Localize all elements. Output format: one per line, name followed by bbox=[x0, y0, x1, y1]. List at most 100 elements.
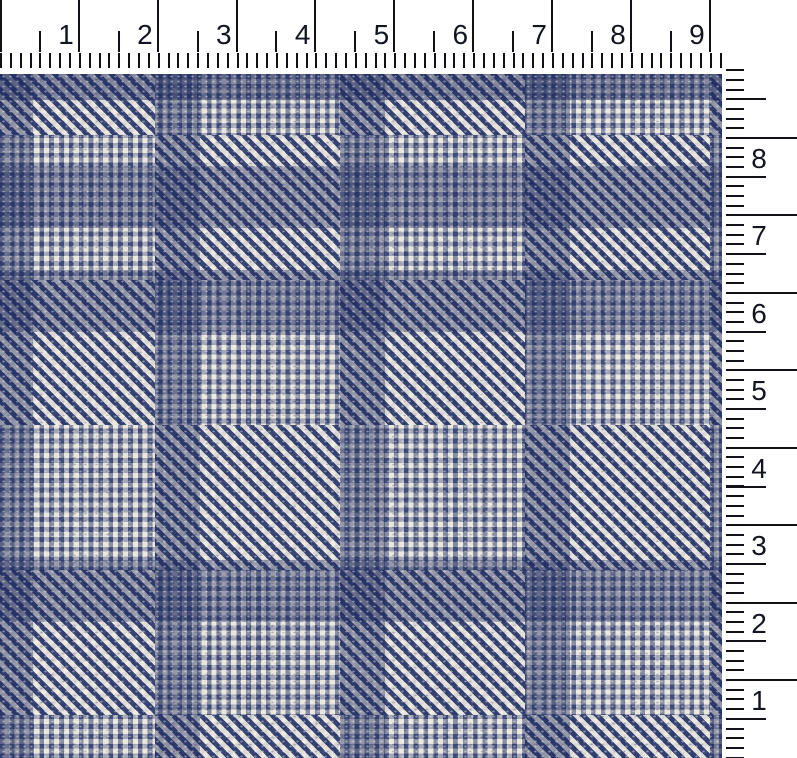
eighth-inch-tick bbox=[726, 659, 744, 662]
ruler-number: 2 bbox=[137, 19, 153, 50]
eighth-inch-tick bbox=[197, 53, 200, 68]
eighth-inch-tick bbox=[726, 543, 744, 546]
eighth-inch-tick bbox=[726, 175, 744, 178]
eighth-inch-tick bbox=[726, 388, 744, 391]
eighth-inch-tick bbox=[611, 53, 614, 68]
eighth-inch-tick bbox=[726, 166, 744, 168]
inch-tick bbox=[726, 446, 797, 449]
half-inch-tick bbox=[38, 31, 41, 52]
ruler-number: 5 bbox=[373, 19, 390, 50]
ruler-number: 4 bbox=[294, 19, 311, 50]
eighth-inch-tick bbox=[512, 53, 515, 68]
ruler-number: 6 bbox=[452, 19, 469, 50]
eighth-inch-tick bbox=[413, 53, 416, 68]
inch-tick bbox=[156, 0, 159, 52]
eighth-inch-tick bbox=[453, 53, 456, 68]
ruler-number: 2 bbox=[751, 607, 767, 639]
eighth-inch-tick bbox=[364, 53, 367, 68]
eighth-inch-tick bbox=[726, 224, 744, 227]
inch-tick bbox=[726, 524, 797, 527]
eighth-inch-tick bbox=[0, 53, 2, 68]
half-inch-tick bbox=[275, 31, 278, 52]
half-inch-tick bbox=[726, 98, 766, 101]
eighth-inch-tick bbox=[384, 53, 387, 68]
half-inch-tick bbox=[726, 253, 766, 256]
half-inch-tick bbox=[590, 31, 593, 52]
eighth-inch-tick bbox=[394, 53, 397, 68]
eighth-inch-tick bbox=[726, 320, 744, 323]
eighth-inch-tick bbox=[726, 466, 744, 469]
eighth-inch-tick bbox=[630, 53, 633, 68]
eighth-inch-tick bbox=[9, 53, 12, 68]
eighth-inch-tick bbox=[29, 53, 32, 68]
eighth-inch-tick bbox=[601, 53, 604, 68]
eighth-inch-tick bbox=[275, 53, 278, 68]
half-inch-tick bbox=[726, 640, 766, 643]
eighth-inch-tick bbox=[463, 53, 466, 68]
eighth-inch-tick bbox=[726, 349, 744, 352]
inch-tick bbox=[235, 0, 238, 52]
half-inch-tick bbox=[354, 31, 357, 52]
ruler-number: 3 bbox=[215, 19, 232, 50]
inch-tick bbox=[726, 291, 797, 294]
eighth-inch-tick bbox=[726, 301, 744, 304]
eighth-inch-tick bbox=[650, 53, 653, 68]
eighth-inch-tick bbox=[726, 611, 744, 614]
eighth-inch-tick bbox=[266, 53, 269, 68]
eighth-inch-tick bbox=[726, 156, 744, 159]
eighth-inch-tick bbox=[374, 53, 377, 68]
half-inch-tick bbox=[726, 717, 766, 720]
eighth-inch-tick bbox=[226, 53, 229, 68]
eighth-inch-tick bbox=[726, 204, 744, 207]
eighth-inch-tick bbox=[726, 514, 744, 517]
eighth-inch-tick bbox=[726, 282, 744, 285]
eighth-inch-tick bbox=[726, 746, 744, 749]
ruler-number: 1 bbox=[751, 685, 767, 717]
eighth-inch-tick bbox=[335, 53, 338, 68]
inch-tick bbox=[77, 0, 80, 52]
eighth-inch-tick bbox=[726, 379, 744, 381]
eighth-inch-tick bbox=[726, 214, 744, 217]
eighth-inch-tick bbox=[660, 53, 663, 68]
eighth-inch-tick bbox=[108, 53, 111, 68]
eighth-inch-tick bbox=[726, 262, 744, 265]
eighth-inch-tick bbox=[726, 630, 744, 633]
eighth-inch-tick bbox=[680, 53, 683, 68]
inch-tick bbox=[472, 0, 475, 52]
inch-tick bbox=[726, 214, 797, 217]
eighth-inch-tick bbox=[236, 53, 239, 68]
eighth-inch-tick bbox=[88, 53, 91, 68]
eighth-inch-tick bbox=[325, 53, 328, 68]
eighth-inch-tick bbox=[726, 291, 744, 294]
eighth-inch-tick bbox=[137, 53, 140, 68]
ruler-number: 7 bbox=[531, 19, 547, 50]
eighth-inch-tick bbox=[726, 253, 744, 256]
eighth-inch-tick bbox=[542, 53, 545, 68]
half-inch-tick bbox=[726, 408, 766, 411]
eighth-inch-tick bbox=[726, 582, 744, 585]
eighth-inch-tick bbox=[473, 53, 476, 68]
eighth-inch-tick bbox=[726, 756, 744, 758]
eighth-inch-tick bbox=[726, 233, 744, 236]
eighth-inch-tick bbox=[571, 53, 574, 68]
eighth-inch-tick bbox=[59, 53, 62, 68]
eighth-inch-tick bbox=[726, 311, 744, 314]
half-inch-tick bbox=[726, 485, 766, 488]
eighth-inch-tick bbox=[726, 117, 744, 120]
ruler-number: 4 bbox=[751, 452, 767, 484]
eighth-inch-tick bbox=[726, 601, 744, 604]
eighth-inch-tick bbox=[285, 53, 288, 68]
eighth-inch-tick bbox=[256, 53, 259, 68]
inch-tick bbox=[726, 369, 797, 372]
eighth-inch-tick bbox=[726, 737, 744, 740]
eighth-inch-tick bbox=[726, 98, 744, 101]
eighth-inch-tick bbox=[726, 272, 744, 275]
eighth-inch-tick bbox=[147, 53, 150, 68]
eighth-inch-tick bbox=[551, 53, 554, 68]
eighth-inch-tick bbox=[726, 698, 744, 701]
eighth-inch-tick bbox=[177, 53, 180, 68]
half-inch-tick bbox=[196, 31, 199, 52]
eighth-inch-tick bbox=[433, 53, 436, 68]
half-inch-tick bbox=[512, 31, 514, 52]
eighth-inch-tick bbox=[726, 727, 744, 730]
